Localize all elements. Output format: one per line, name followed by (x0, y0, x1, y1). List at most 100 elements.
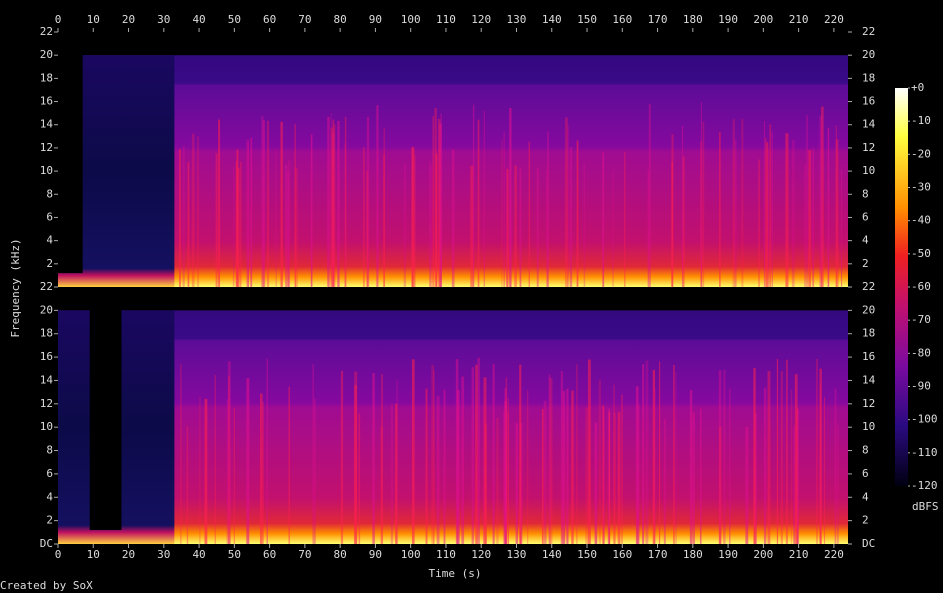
streak (745, 426, 749, 544)
streak (827, 127, 830, 287)
streak (191, 133, 195, 287)
y-tick-label: 20 (40, 303, 53, 316)
streak (233, 408, 235, 544)
streak (366, 116, 370, 287)
streak (682, 156, 685, 287)
x-tick-label: 40 (192, 13, 205, 26)
streak (437, 118, 441, 287)
x-tick-label: 0 (55, 548, 62, 561)
x-tick-label: 140 (542, 548, 562, 561)
streak (214, 375, 217, 544)
x-tick-label: 120 (471, 13, 491, 26)
y-tick-label: 4 (862, 490, 869, 503)
y-tick-label: 16 (862, 350, 875, 363)
streak (519, 168, 522, 287)
streak (496, 417, 499, 544)
streak (344, 116, 347, 287)
streak (366, 171, 369, 287)
streak (654, 388, 656, 544)
streak (472, 104, 475, 288)
streak (403, 163, 407, 287)
streak (506, 169, 509, 287)
streak (266, 120, 270, 288)
y-tick-label: DC (40, 537, 53, 550)
streak (562, 390, 566, 544)
streak (648, 104, 651, 287)
y-tick-label: 6 (862, 467, 869, 480)
streak (280, 121, 283, 287)
streak (288, 160, 290, 287)
streak (663, 419, 666, 544)
streak (820, 106, 824, 288)
x-tick-label: 90 (369, 13, 382, 26)
streak (753, 368, 756, 544)
streak (673, 364, 675, 544)
streak (834, 388, 837, 544)
streak (507, 411, 509, 544)
streak (741, 118, 744, 287)
x-tick-label: 160 (612, 548, 632, 561)
streak (780, 371, 783, 544)
streak (793, 425, 795, 544)
streak (613, 412, 616, 544)
y-tick-label: 14 (40, 373, 54, 386)
y-tick-label: 18 (40, 71, 53, 84)
streak (240, 161, 242, 287)
streak (528, 141, 530, 287)
streak (376, 105, 379, 287)
y-tick-label: 6 (46, 467, 53, 480)
x-tick-label: 210 (789, 13, 809, 26)
streak (835, 125, 837, 287)
x-axis-label: Time (s) (429, 567, 482, 580)
x-tick-label: 220 (824, 13, 844, 26)
streak (564, 117, 568, 287)
streak (434, 108, 437, 288)
streak (505, 377, 508, 544)
y-tick-label: 16 (40, 95, 53, 108)
streak (411, 146, 413, 287)
streak (383, 154, 386, 287)
y-tick-label: 8 (862, 444, 869, 457)
y-tick-label: 8 (46, 187, 53, 200)
streak (440, 113, 442, 287)
streak (763, 387, 767, 544)
streak (576, 140, 579, 287)
y-tick-label: 12 (40, 141, 53, 154)
x-tick-label: 170 (648, 548, 668, 561)
streak (585, 407, 589, 544)
streak (812, 148, 815, 287)
spectrum-fill (58, 32, 848, 287)
streak (330, 113, 332, 288)
streak (182, 146, 185, 287)
streak (652, 369, 655, 544)
streak (819, 368, 822, 544)
y-tick-label: 4 (862, 234, 869, 247)
streak (180, 363, 182, 544)
x-tick-label: 80 (334, 13, 347, 26)
streak (816, 358, 818, 544)
colorbar-tick-label: -10 (911, 114, 931, 127)
x-tick-label: 20 (122, 13, 135, 26)
colorbar-label: dBFS (912, 500, 939, 513)
streak (429, 160, 431, 287)
streak (819, 115, 823, 287)
y-tick-label: 6 (46, 210, 53, 223)
colorbar-tick-label: -100 (911, 413, 938, 426)
streak (483, 110, 485, 288)
streak (671, 134, 674, 287)
y-tick-label: 14 (862, 118, 876, 131)
streak (425, 388, 428, 544)
streak (358, 413, 361, 544)
streak (204, 398, 208, 544)
colorbar-tick-label: -60 (911, 280, 931, 293)
streak (576, 364, 578, 544)
streak (334, 124, 336, 287)
streak (765, 138, 767, 287)
x-tick-label: 60 (263, 13, 276, 26)
streak (602, 152, 605, 287)
spectrogram-image (58, 32, 848, 544)
streak (390, 403, 394, 544)
y-tick-label: 22 (40, 25, 53, 38)
streak (766, 142, 769, 287)
